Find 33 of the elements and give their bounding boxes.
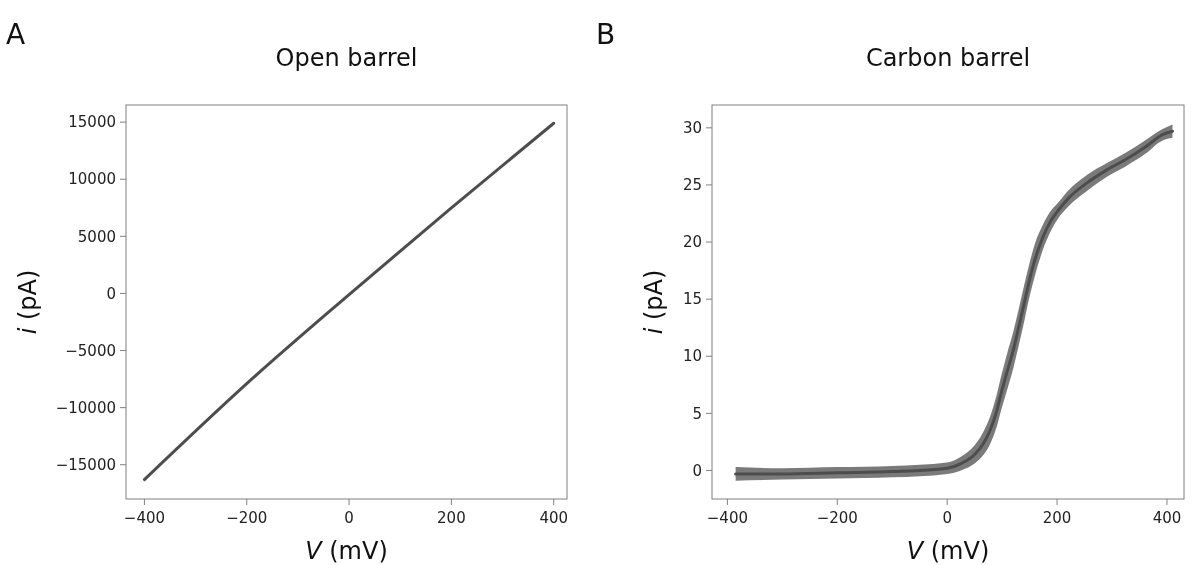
y-tick-label: 10000 [68, 170, 116, 189]
y-tick-label: −15000 [55, 455, 116, 474]
y-tick-label: 5000 [77, 227, 116, 246]
x-tick-label: −400 [706, 509, 748, 527]
x-tick-label: 200 [1042, 509, 1072, 527]
y-tick-label: 25 [682, 176, 702, 195]
y-tick-label: −10000 [55, 398, 116, 417]
y-axis-title: i (pA) [640, 269, 668, 335]
line-series [142, 121, 556, 482]
text: A [6, 18, 26, 51]
x-tick-label: −200 [816, 509, 858, 527]
x-axis-title: V (mV) [305, 537, 388, 565]
y-tick-label: 15000 [68, 113, 116, 132]
y-tick-label: 5 [692, 404, 702, 423]
y-axis-title: i (pA) [14, 269, 42, 335]
chart-title: Carbon barrel [865, 44, 1031, 72]
y-tick-label: 10 [682, 347, 702, 366]
y-tick-label: 15 [682, 290, 702, 309]
x-tick-label: 400 [1152, 509, 1182, 527]
x-tick-label: −200 [226, 509, 268, 527]
y-tick-label: −5000 [65, 341, 116, 360]
x-tick-label: 0 [942, 509, 952, 527]
x-axis-title: V (mV) [906, 537, 990, 565]
y-tick-label: 30 [682, 119, 702, 138]
y-tick-label: 0 [692, 461, 702, 480]
x-tick-label: 200 [437, 509, 466, 527]
x-tick-label: 0 [344, 509, 354, 527]
x-tick-label: −400 [123, 509, 166, 527]
y-tick-label: 20 [682, 233, 702, 252]
text: B [596, 18, 616, 51]
chart-title: Open barrel [275, 44, 418, 72]
y-tick-label: 0 [106, 284, 116, 303]
x-tick-label: 400 [539, 509, 569, 527]
